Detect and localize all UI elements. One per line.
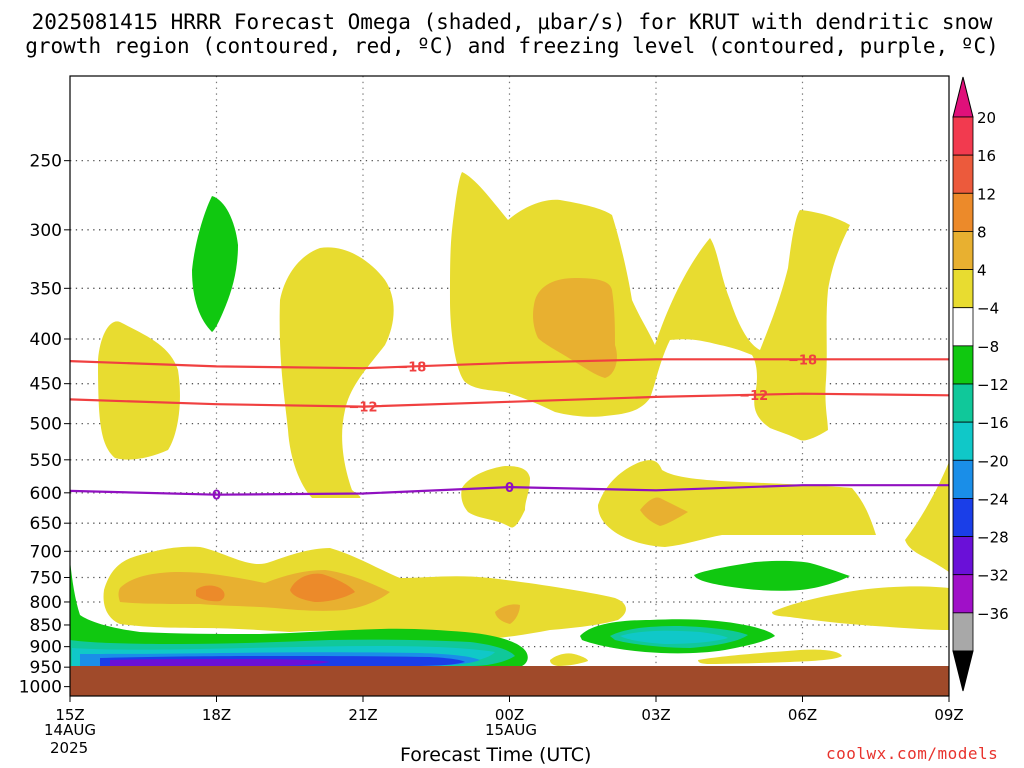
colorbar-swatch xyxy=(952,192,974,232)
contour-line xyxy=(70,392,949,408)
omega-region-upward-4 xyxy=(698,649,842,664)
time-axis: 15Z 18Z 21Z 00Z 03Z 06Z 09Z xyxy=(55,696,964,724)
colorbar-swatch xyxy=(952,345,974,385)
y-tick-label: 400 xyxy=(30,330,62,350)
y-tick-label: 550 xyxy=(30,451,62,471)
colorbar-label: −28 xyxy=(977,529,1009,547)
colorbar-label: 8 xyxy=(977,223,987,241)
colorbar-swatch xyxy=(952,383,974,423)
colorbar-label: −32 xyxy=(977,567,1009,585)
omega-region-downward-4 xyxy=(192,196,238,332)
x-tick-label: 06Z xyxy=(788,706,817,724)
omega-region-upward-8 xyxy=(640,497,688,526)
omega-region-upward-12 xyxy=(290,573,355,602)
colorbar-label: −12 xyxy=(977,376,1009,394)
omega-region-upward-8 xyxy=(533,278,617,378)
colorbar-label: 4 xyxy=(977,262,987,280)
colorbar-label: −36 xyxy=(977,605,1009,623)
colorbar-label: −4 xyxy=(977,300,999,318)
omega-region-upward-4 xyxy=(772,586,949,630)
omega-region-upward-4 xyxy=(905,462,949,572)
y-tick-label: 350 xyxy=(30,279,62,299)
colorbar-label: −8 xyxy=(977,338,999,356)
colorbar-label: −16 xyxy=(977,414,1009,432)
y-tick-label: 850 xyxy=(30,616,62,636)
x-tick-label: 03Z xyxy=(641,706,670,724)
colorbar-label: 12 xyxy=(977,185,996,203)
x-sublabel-year: 2025 xyxy=(50,739,89,757)
y-tick-label: 650 xyxy=(30,514,62,534)
colorbar-arrow-bottom xyxy=(952,650,974,692)
omega-region-upward-4 xyxy=(598,460,876,547)
omega-region-upward-4 xyxy=(279,247,394,498)
colorbar-arrow-top xyxy=(952,76,974,118)
y-tick-label: 450 xyxy=(30,375,62,395)
omega-region-downward-12 xyxy=(620,630,728,644)
y-tick-label: 750 xyxy=(30,568,62,588)
ground-below-surface xyxy=(70,666,949,696)
x-sublabel-date: 15AUG xyxy=(485,721,537,739)
omega-region-downward-4 xyxy=(694,560,850,591)
contour-label: 0 xyxy=(505,481,514,496)
colorbar-swatch xyxy=(952,459,974,499)
omega-region-downward-24 xyxy=(110,659,330,666)
colorbar-swatch xyxy=(952,231,974,270)
colorbar-swatch xyxy=(952,116,974,156)
colorbar-label: −24 xyxy=(977,490,1009,508)
y-tick-label: 900 xyxy=(30,638,62,658)
colorbar-swatch xyxy=(952,498,974,537)
omega-region-upward-4 xyxy=(550,653,588,666)
colorbar-swatch xyxy=(952,612,974,652)
y-tick-label: 300 xyxy=(30,221,62,241)
omega-region-upward-12 xyxy=(196,585,225,602)
y-tick-label: 250 xyxy=(30,152,62,172)
contour-label: −12 xyxy=(349,401,378,416)
y-tick-label: 1000 xyxy=(19,678,62,698)
x-tick-label: 15Z xyxy=(55,706,84,724)
omega-region-downward-4 xyxy=(70,560,528,666)
y-tick-label: 950 xyxy=(30,658,62,678)
colorbar-swatch xyxy=(952,421,974,461)
y-tick-label: 700 xyxy=(30,542,62,562)
colorbar-swatch xyxy=(952,574,974,614)
omega-region-upward-4 xyxy=(450,172,850,441)
contour-label: 0 xyxy=(212,489,221,504)
chart-title-line2: growth region (contoured, red, ºC) and f… xyxy=(25,34,999,58)
omega-region-upward-8 xyxy=(495,604,520,624)
contour-label: −18 xyxy=(397,360,426,375)
y-tick-label: 800 xyxy=(30,593,62,613)
contour-lines: −18 −18 −12 −12 0 0 xyxy=(70,353,949,504)
omega-colorbar: 20 16 12 8 4 −4 −8 −12 −16 −20 −24 −28 −32 −36 xyxy=(952,76,1009,692)
x-tick-label: 00Z xyxy=(495,706,524,724)
colorbar-swatch xyxy=(952,307,974,347)
x-tick-label: 18Z xyxy=(202,706,231,724)
colorbar-label: 16 xyxy=(977,147,996,165)
omega-region-upward-4 xyxy=(461,466,530,528)
colorbar-label: 20 xyxy=(977,109,996,127)
colorbar-swatch xyxy=(952,536,974,576)
chart-title-line1: 2025081415 HRRR Forecast Omega (shaded, … xyxy=(31,10,993,34)
colorbar-label: −20 xyxy=(977,452,1009,470)
x-tick-label: 21Z xyxy=(348,706,377,724)
omega-region-upward-4 xyxy=(98,321,180,460)
x-tick-label: 09Z xyxy=(934,706,963,724)
contour-label: −18 xyxy=(788,353,817,368)
colorbar-swatch xyxy=(952,154,974,194)
omega-shading xyxy=(70,172,949,666)
colorbar-swatch xyxy=(952,269,974,309)
x-sublabel-date: 14AUG xyxy=(44,721,96,739)
x-axis-label: Forecast Time (UTC) xyxy=(400,744,592,766)
y-tick-label: 500 xyxy=(30,415,62,435)
credit-text: coolwx.com/models xyxy=(826,744,999,763)
contour-line xyxy=(70,484,949,496)
contour-line xyxy=(70,358,949,370)
contour-label: −12 xyxy=(739,389,768,404)
y-tick-label: 600 xyxy=(30,484,62,504)
pressure-axis: 2503003504004505005506006507007508008509… xyxy=(19,152,70,698)
